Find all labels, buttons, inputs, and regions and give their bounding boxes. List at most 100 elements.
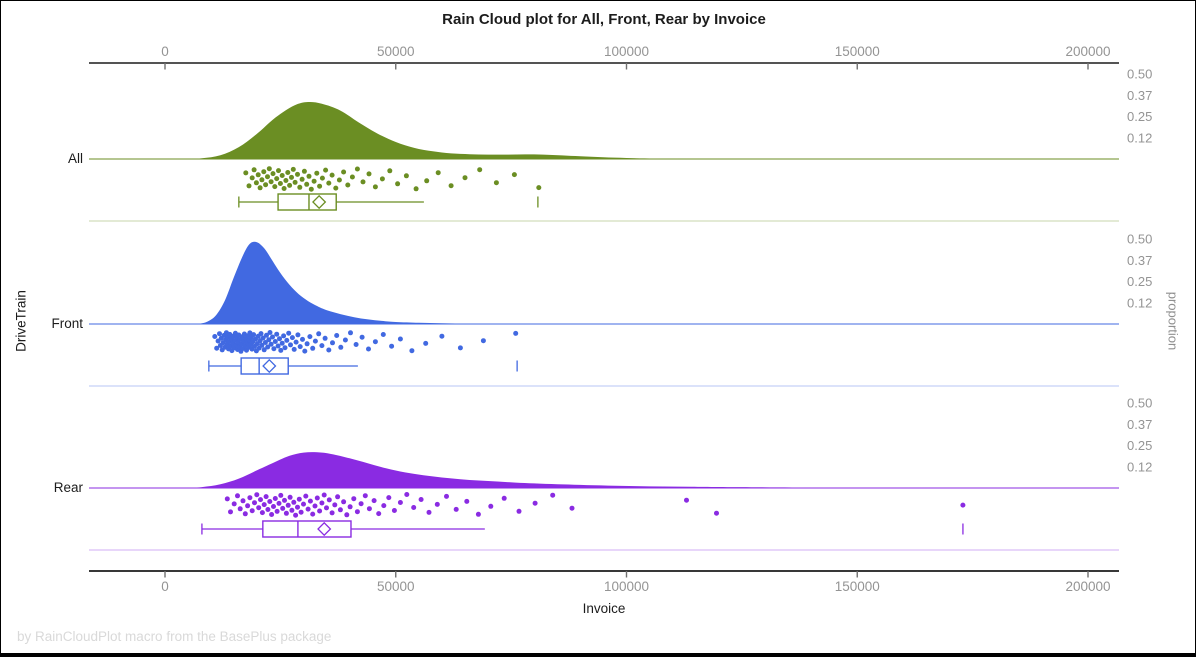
data-point: [435, 170, 441, 176]
data-point: [305, 506, 311, 512]
data-point: [279, 340, 285, 346]
data-point: [291, 499, 297, 505]
category-label-all: All: [67, 151, 83, 166]
data-point: [338, 344, 344, 350]
data-point: [404, 492, 410, 497]
data-point: [307, 498, 313, 504]
data-point: [263, 494, 269, 500]
data-point: [379, 176, 385, 182]
data-point: [532, 500, 538, 506]
data-point: [389, 343, 395, 349]
data-point: [387, 168, 393, 174]
data-point: [272, 184, 278, 190]
data-point: [319, 343, 325, 349]
data-point: [423, 340, 429, 346]
data-point: [323, 167, 329, 173]
proportion-tick-label: 0.37: [1127, 253, 1152, 268]
right-axis-title: proportion: [1165, 291, 1181, 351]
data-point: [448, 183, 454, 189]
data-point: [272, 339, 278, 344]
data-point: [262, 340, 268, 345]
data-point: [289, 507, 295, 513]
x2-tick-label: 50000: [377, 44, 415, 59]
x-axis-title: Invoice: [582, 601, 626, 616]
data-point: [280, 505, 286, 511]
data-point: [395, 181, 401, 187]
data-point: [326, 347, 332, 353]
data-point: [310, 511, 316, 517]
x2-tick-label: 200000: [1065, 44, 1110, 59]
data-point: [282, 497, 287, 503]
data-point: [353, 342, 359, 347]
proportion-tick-label: 0.12: [1127, 130, 1152, 145]
data-point: [312, 503, 318, 509]
data-point: [381, 503, 387, 509]
density-curve-front: [197, 241, 535, 324]
data-point: [285, 170, 291, 175]
data-point: [228, 509, 233, 515]
data-point: [411, 505, 417, 510]
data-point: [311, 178, 317, 184]
data-point: [271, 504, 276, 509]
proportion-tick-label: 0.25: [1127, 438, 1152, 453]
data-point: [336, 177, 342, 183]
data-point: [333, 185, 339, 191]
data-point: [287, 494, 293, 500]
data-point: [283, 510, 289, 516]
data-point: [278, 347, 284, 353]
data-point: [493, 180, 499, 186]
data-point: [300, 336, 305, 342]
data-point: [267, 330, 273, 335]
x-tick-label: 200000: [1065, 579, 1110, 594]
data-point: [256, 505, 262, 511]
data-point: [259, 177, 265, 183]
data-point: [317, 183, 323, 189]
data-point: [274, 176, 280, 182]
proportion-tick-label: 0.12: [1127, 295, 1152, 310]
data-point: [569, 505, 575, 511]
data-point: [307, 334, 313, 340]
data-point: [257, 185, 263, 191]
data-point: [342, 337, 348, 343]
data-point: [453, 506, 459, 512]
data-point: [302, 348, 308, 354]
data-point: [536, 185, 542, 191]
box-iqr: [240, 357, 289, 375]
data-point: [462, 175, 468, 181]
data-point: [371, 498, 377, 504]
y-axis-title: DriveTrain: [13, 290, 29, 352]
data-point: [271, 346, 277, 352]
data-point: [265, 507, 271, 512]
data-point: [261, 169, 267, 175]
data-point: [358, 501, 364, 507]
data-point: [272, 496, 278, 501]
data-point: [501, 495, 507, 501]
data-point: [475, 511, 481, 517]
data-point: [270, 334, 275, 340]
data-point: [324, 505, 329, 511]
x-tick-label: 100000: [604, 579, 649, 594]
data-point: [283, 178, 289, 183]
data-point: [224, 496, 230, 502]
data-point: [297, 184, 303, 190]
data-point: [335, 494, 341, 500]
data-point: [243, 170, 249, 176]
data-point: [249, 175, 255, 181]
data-point: [326, 180, 332, 186]
data-point: [308, 186, 314, 192]
data-point: [295, 171, 300, 177]
data-point: [287, 182, 293, 188]
proportion-tick-label: 0.50: [1127, 232, 1152, 247]
x-tick-label: 50000: [377, 579, 415, 594]
data-point: [270, 171, 276, 177]
data-point: [267, 499, 273, 504]
data-point: [278, 492, 284, 498]
data-point: [263, 182, 269, 188]
data-point: [214, 345, 220, 351]
data-point: [312, 338, 318, 344]
footer-attribution: by RainCloudPlot macro from the BasePlus…: [17, 629, 332, 644]
data-point: [254, 492, 260, 498]
data-point: [274, 508, 280, 514]
data-point: [293, 512, 299, 518]
